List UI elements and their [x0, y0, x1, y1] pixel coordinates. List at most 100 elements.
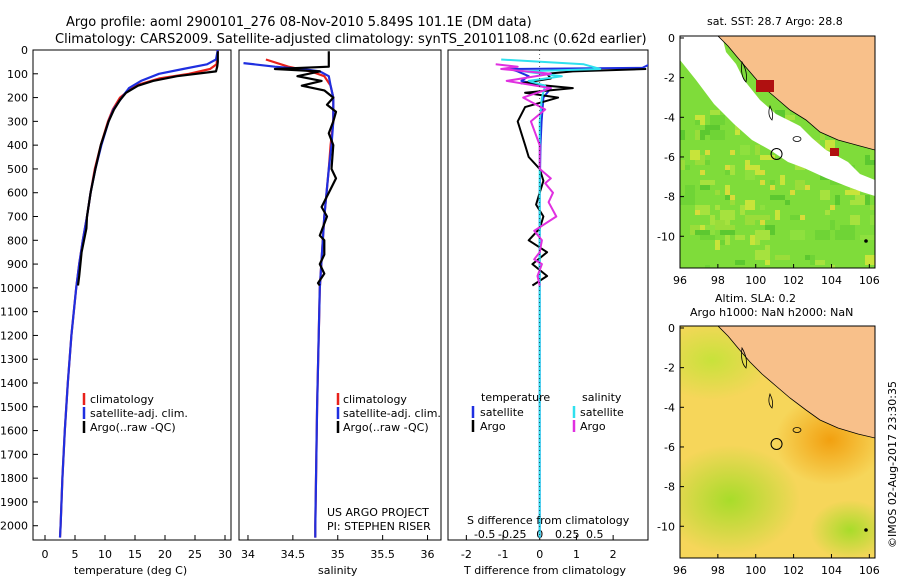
sst-map [680, 36, 875, 268]
legend-header-salinity: salinity [582, 391, 622, 404]
depth-tick-label: 1300 [0, 353, 28, 366]
sst-cell [735, 235, 745, 240]
x-tick-label: 25 [188, 548, 202, 561]
s-tick-label: 0.25 [555, 528, 580, 541]
sst-cell [680, 130, 685, 140]
sst-cell [695, 130, 700, 140]
sst-cell [715, 205, 720, 210]
map-y-tick-label: -4 [664, 401, 675, 414]
x-tick-label: -1 [498, 548, 509, 561]
sumatra-land [717, 36, 875, 151]
sst-cell [745, 165, 750, 170]
x-tick-label: -2 [461, 548, 472, 561]
sst-cell [705, 150, 710, 155]
depth-tick-label: 1100 [0, 306, 28, 319]
sst-cell [795, 180, 805, 190]
map-y-tick-label: -2 [664, 362, 675, 375]
sst-cell [785, 115, 795, 120]
island-outline [792, 427, 802, 433]
sst-cell [715, 190, 720, 195]
depth-tick-label: 1800 [0, 472, 28, 485]
t-difference-xlabel: T difference from climatology [463, 564, 626, 577]
sst-cell [845, 190, 860, 195]
sst-cell [710, 115, 725, 125]
sst-cell [735, 125, 740, 130]
depth-tick-label: 1700 [0, 448, 28, 461]
depth-tick-label: 600 [7, 187, 28, 200]
map-y-tick-label: -8 [664, 481, 675, 494]
map-x-tick-label: 96 [673, 274, 687, 287]
sla-map-ticks: 96 98 100 102 104 106 0 -2 -4 -6 -8 -10 [657, 322, 880, 577]
sst-cell [810, 255, 815, 265]
map-y-tick-label: -8 [664, 191, 675, 204]
sst-cell [710, 220, 725, 230]
sst-cell [715, 240, 720, 250]
sst-cell [695, 120, 700, 125]
sla-field-patch [680, 445, 800, 555]
sst-cell [765, 245, 770, 250]
map-y-tick-label: -2 [664, 72, 675, 85]
island-outline [792, 136, 802, 142]
sst-cell [830, 220, 835, 230]
sst-cell [760, 180, 765, 185]
x-tick-label: 30 [218, 548, 232, 561]
sst-cell [865, 235, 875, 240]
pi-label: PI: STEPHEN RISER [327, 520, 431, 533]
sst-cell [730, 150, 735, 155]
salinity-panel-frame [238, 49, 442, 541]
x-tick-label: 5 [72, 548, 79, 561]
temperature-legend: climatology satellite-adj. clim. Argo(..… [82, 393, 188, 434]
map-x-tick-label: 104 [821, 274, 842, 287]
sst-cell [790, 230, 805, 240]
sst-cell [780, 175, 785, 185]
sst-cell [695, 230, 710, 235]
sla-map-subtitle: Argo h1000: NaN h2000: NaN [690, 306, 853, 319]
series-line-climatology [265, 58, 335, 538]
sla-map-title: Altim. SLA: 0.2 [715, 292, 796, 305]
series-line-salinity-satellite [501, 58, 602, 538]
s-tick-label: -0.25 [498, 528, 526, 541]
sst-cell [755, 215, 770, 220]
map-y-tick-label: -6 [664, 441, 675, 454]
sst-missing-data [680, 36, 875, 196]
map-y-tick-label: -10 [657, 230, 675, 243]
map-x-tick-label: 106 [859, 274, 880, 287]
sst-cell [760, 220, 765, 225]
map-x-tick-label: 102 [783, 274, 804, 287]
sst-cell [755, 145, 760, 155]
x-tick-label: 15 [128, 548, 142, 561]
sst-cell [770, 185, 775, 190]
legend-label-argo: Argo(..raw -QC) [343, 421, 429, 434]
sst-cell [745, 200, 755, 210]
series-line-satellite-adj-clim- [58, 50, 219, 538]
legend-label-climatology: climatology [343, 393, 407, 406]
sst-cell [775, 210, 780, 220]
salinity-plot: 34 34.5 35 35.5 36 [241, 51, 435, 561]
sst-cell [855, 195, 865, 205]
sst-cell [725, 225, 735, 230]
island-outline [768, 392, 774, 409]
sst-cell [710, 215, 715, 225]
map-y-tick-label: 0 [668, 322, 675, 335]
sst-cell [815, 260, 825, 265]
sst-cell [805, 185, 810, 190]
sst-cell [725, 190, 730, 195]
depth-tick-label: 300 [7, 115, 28, 128]
sst-cell [830, 265, 835, 268]
depth-tick-label: 1500 [0, 401, 28, 414]
map-x-tick-label: 100 [745, 564, 766, 577]
x-tick-label: 0 [42, 548, 49, 561]
series-line-argo [273, 51, 338, 287]
s-difference-label: S difference from climatology [467, 514, 630, 527]
map-x-tick-label: 98 [711, 274, 725, 287]
sst-cell [785, 200, 790, 205]
sst-cell [750, 235, 755, 245]
sst-cell [785, 110, 790, 115]
sst-cell [800, 215, 805, 220]
sst-cell [770, 195, 785, 200]
sst-cell [830, 205, 835, 210]
sst-cell [820, 190, 830, 200]
series-line-salinity-argo [495, 63, 558, 286]
sst-cell [720, 240, 725, 245]
legend-label-argo: Argo(..raw -QC) [90, 421, 176, 434]
